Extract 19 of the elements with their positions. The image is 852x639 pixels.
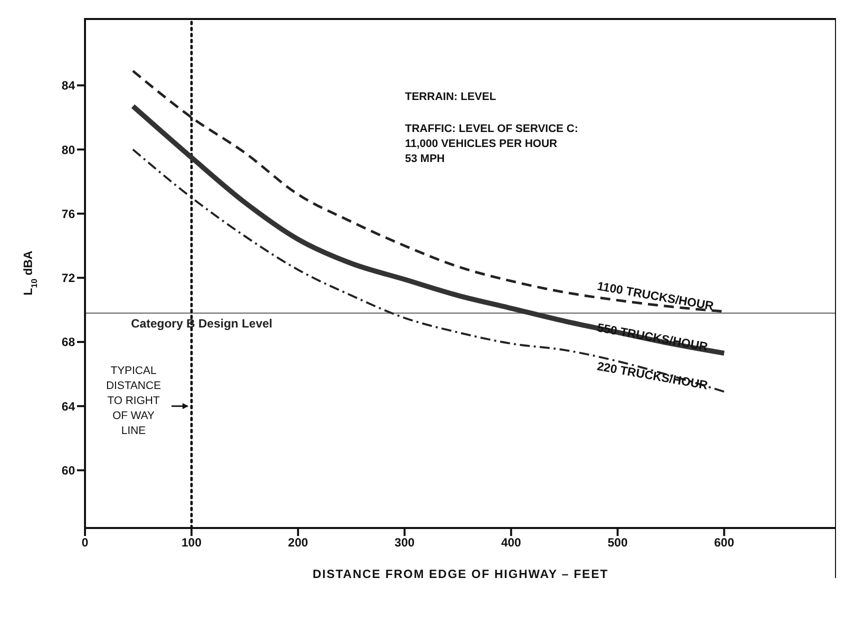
y-tick-label: 72 [62,271,76,286]
x-tick-label: 300 [394,536,415,550]
x-tick-label: 400 [501,536,522,550]
x-tick-label: 600 [714,536,734,550]
y-tick-label: 68 [62,335,76,350]
ref-line-label: Category B Design Level [131,316,272,331]
x-tick-label: 100 [182,536,202,550]
annotation: TRAFFIC: LEVEL OF SERVICE C: 11,000 VEHICLES PER HOUR 53 MPH [405,122,578,167]
annotation: TYPICAL DISTANCE TO RIGHT OF WAY LINE [106,365,161,438]
annotation: TERRAIN: LEVEL [405,90,496,105]
y-tick-label: 64 [62,399,76,414]
x-tick-label: 200 [288,536,308,550]
y-tick-label: 80 [62,142,76,157]
y-tick-label: 60 [62,464,76,478]
x-tick-label: 0 [82,536,89,550]
x-axis-title: DISTANCE FROM EDGE OF HIGHWAY – FEET [312,567,608,581]
x-tick-label: 500 [608,536,628,550]
y-tick-label: 76 [62,206,76,221]
y-tick-label: 84 [62,78,76,93]
